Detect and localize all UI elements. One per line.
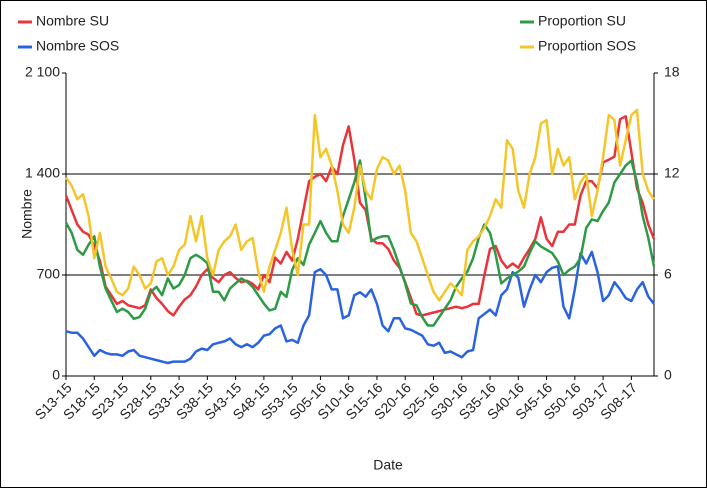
series-line <box>64 108 656 302</box>
y2-tick-label: 12 <box>664 165 680 181</box>
y2-tick-label: 6 <box>664 266 672 282</box>
legend-label: Proportion SOS <box>538 38 636 54</box>
y2-tick-label: 18 <box>664 64 680 80</box>
y-tick-label: 700 <box>37 266 61 282</box>
series-line <box>64 159 656 327</box>
y-tick-label: 0 <box>52 367 60 383</box>
legend-label: Nombre SU <box>36 13 109 29</box>
legend-label: Nombre SOS <box>36 38 119 54</box>
y-tick-label: 1 400 <box>25 165 60 181</box>
y-axis-label: Nombre <box>19 189 35 239</box>
x-axis-label: Date <box>373 457 403 473</box>
series-line <box>64 115 656 317</box>
y-tick-label: 2 100 <box>25 64 60 80</box>
series-line <box>65 250 655 365</box>
legend-label: Proportion SU <box>538 13 626 29</box>
y2-tick-label: 0 <box>664 367 672 383</box>
